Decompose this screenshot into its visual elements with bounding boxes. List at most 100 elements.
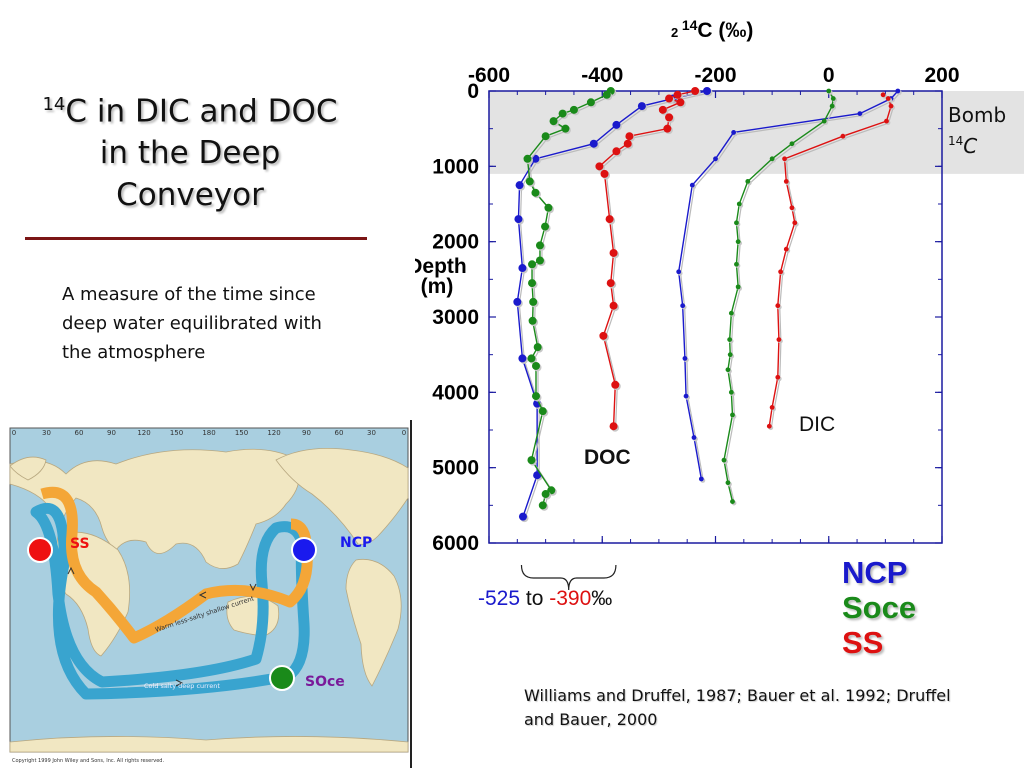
north-america	[275, 448, 409, 545]
data-point	[623, 139, 632, 148]
data-point	[730, 412, 735, 418]
data-point	[703, 87, 712, 95]
series-shadow	[528, 92, 614, 508]
chart-title-prefix: 2	[671, 25, 682, 40]
chart-title-unit: (‰)	[718, 19, 753, 42]
series-doc-ss	[595, 87, 701, 432]
data-point	[611, 380, 620, 389]
data-point	[535, 256, 544, 265]
title-text: C in DIC and DOC in the Deep Conveyor	[65, 93, 338, 214]
data-point	[538, 407, 547, 416]
y-tick-label: 6000	[432, 532, 479, 555]
data-point	[527, 456, 536, 465]
data-point	[586, 98, 595, 107]
data-point	[691, 87, 700, 95]
ncp-map-label: NCP	[340, 535, 372, 551]
south-america	[345, 558, 402, 687]
range-annotation: -525 to -390‰	[478, 587, 612, 611]
series-line	[526, 90, 612, 506]
data-point	[609, 422, 618, 431]
data-point	[728, 389, 734, 395]
data-point	[735, 284, 741, 290]
series-shadow	[770, 96, 894, 429]
data-point	[609, 301, 618, 310]
legend-soce: Soce	[842, 590, 917, 625]
citation-text: Williams and Druffel, 1987; Bauer et al.…	[524, 686, 951, 729]
ss-map-label: SS	[70, 536, 90, 552]
data-point	[541, 490, 550, 499]
data-point	[609, 248, 618, 257]
description-text: A measure of the time since deep water e…	[62, 284, 322, 363]
data-point	[725, 480, 731, 486]
title-divider	[25, 237, 367, 240]
data-point	[776, 337, 782, 342]
data-point	[713, 156, 718, 162]
data-point	[721, 457, 727, 463]
data-point	[531, 361, 540, 370]
y-axis-label-line2: (m)	[421, 275, 454, 298]
data-point	[735, 239, 741, 245]
data-point	[544, 203, 553, 212]
y-tick-label: 0	[467, 80, 479, 103]
data-point	[665, 113, 674, 122]
legend-ncp: NCP	[842, 555, 908, 590]
map-lon-tick-top: 90	[107, 429, 116, 437]
x-tick-label: 200	[924, 64, 959, 87]
series-dic-ncp	[676, 88, 902, 483]
data-point	[525, 177, 534, 186]
bomb-label-sup: 14	[948, 134, 963, 148]
ss-marker	[27, 537, 53, 563]
data-point	[783, 246, 789, 252]
data-point	[826, 88, 832, 94]
data-point	[528, 316, 537, 325]
data-point	[569, 105, 578, 114]
y-axis-label-line1: Depth	[415, 255, 467, 278]
map-lon-tick-top: 150	[235, 429, 248, 437]
data-point	[884, 118, 889, 124]
data-point	[745, 179, 751, 184]
x-tick-label: 0	[823, 64, 835, 87]
antarctica	[9, 736, 409, 753]
y-tick-label: 3000	[432, 306, 479, 329]
y-tick-label: 5000	[432, 457, 479, 480]
data-point	[769, 405, 775, 410]
data-point	[840, 133, 846, 139]
data-point	[830, 96, 836, 101]
data-point	[518, 512, 527, 521]
map-lon-tick-top: 180	[202, 429, 215, 437]
data-point	[528, 260, 537, 269]
data-point	[857, 111, 863, 116]
data-point	[766, 423, 772, 429]
data-point	[595, 162, 604, 171]
y-tick-label: 2000	[432, 231, 479, 254]
data-point	[531, 392, 540, 401]
series-dic-soce	[721, 88, 838, 506]
data-point	[728, 310, 734, 316]
data-point	[602, 90, 611, 99]
data-point	[775, 374, 781, 380]
doc-annotation: DOC	[584, 446, 631, 469]
data-point	[682, 356, 688, 361]
radiocarbon-depth-chart: -600 -400 -200 0 200010002000300040005000600…	[415, 17, 1024, 591]
y-tick-label: 4000	[432, 381, 479, 404]
data-point	[689, 182, 695, 188]
data-point	[606, 279, 615, 288]
data-point	[605, 215, 614, 224]
ncp-marker	[291, 537, 317, 563]
data-point	[880, 92, 886, 98]
data-point	[792, 220, 798, 226]
chart-legend: NCP Soce SS	[842, 555, 916, 660]
bomb-label-line2: 14C	[948, 134, 977, 158]
data-point	[725, 367, 731, 373]
current-arrows	[67, 566, 257, 687]
data-point	[533, 471, 542, 480]
data-point	[561, 124, 570, 133]
series-shadow	[680, 92, 901, 482]
greenland	[9, 456, 47, 481]
data-point	[736, 201, 742, 207]
data-point	[885, 96, 891, 101]
data-point	[600, 169, 609, 178]
data-point	[515, 181, 524, 190]
data-point	[558, 109, 567, 118]
data-point	[775, 303, 781, 309]
